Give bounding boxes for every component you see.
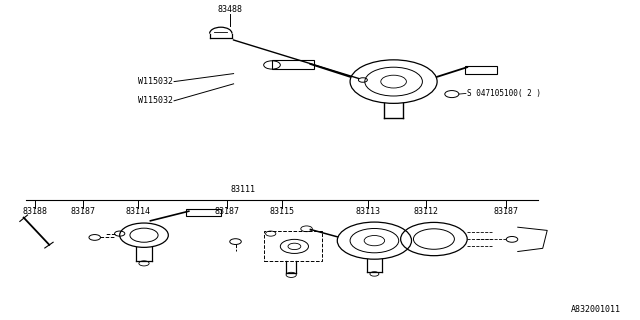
Text: W115032: W115032 [138, 77, 173, 86]
Bar [264, 231, 322, 261]
Text: 83115: 83115 [269, 207, 294, 216]
Bar [272, 60, 314, 69]
Text: W115032: W115032 [138, 96, 173, 105]
Text: 83187: 83187 [493, 207, 518, 216]
Text: 83114: 83114 [125, 207, 150, 216]
Text: 83188: 83188 [22, 207, 48, 216]
Text: 83187: 83187 [214, 207, 240, 216]
Text: 83113: 83113 [355, 207, 381, 216]
Text: 83488: 83488 [218, 5, 243, 14]
Bar [186, 209, 221, 216]
Text: 83111: 83111 [230, 185, 256, 194]
Text: 83112: 83112 [413, 207, 438, 216]
Text: A832001011: A832001011 [571, 305, 621, 314]
Bar [465, 66, 497, 74]
Text: 83187: 83187 [70, 207, 96, 216]
Text: S 047105100( 2 ): S 047105100( 2 ) [467, 89, 541, 98]
